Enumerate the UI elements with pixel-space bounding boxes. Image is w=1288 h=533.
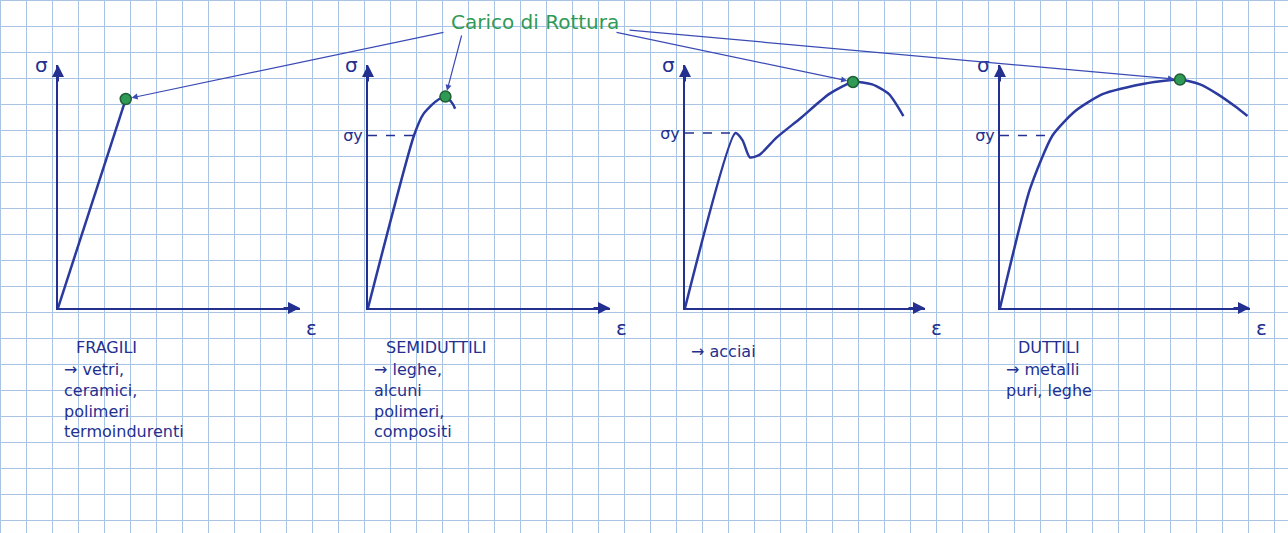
- svg-text:ε: ε: [306, 316, 317, 340]
- svg-text:→ acciai: → acciai: [691, 342, 756, 361]
- svg-text:σ: σ: [662, 53, 675, 77]
- svg-text:→ leghe,alcunipolimeri,composi: → leghe,alcunipolimeri,compositi: [374, 360, 452, 441]
- svg-text:ε: ε: [616, 316, 627, 340]
- svg-text:FRAGILI: FRAGILI: [76, 338, 137, 357]
- svg-text:DUTTILI: DUTTILI: [1018, 338, 1080, 357]
- svg-text:σy: σy: [975, 126, 995, 145]
- svg-text:σy: σy: [343, 126, 363, 145]
- svg-text:Carico di Rottura: Carico di Rottura: [451, 10, 619, 34]
- svg-text:→ metallipuri, leghe: → metallipuri, leghe: [1006, 360, 1092, 400]
- svg-text:σ: σ: [35, 53, 48, 77]
- svg-text:σ: σ: [345, 53, 358, 77]
- svg-text:ε: ε: [1256, 316, 1267, 340]
- svg-text:σ: σ: [977, 53, 990, 77]
- svg-text:ε: ε: [931, 316, 942, 340]
- svg-text:→ vetri,ceramici,polimeritermo: → vetri,ceramici,polimeritermoindurenti: [64, 360, 184, 441]
- svg-text:σy: σy: [660, 124, 680, 143]
- svg-text:SEMIDUTTILI: SEMIDUTTILI: [386, 338, 486, 357]
